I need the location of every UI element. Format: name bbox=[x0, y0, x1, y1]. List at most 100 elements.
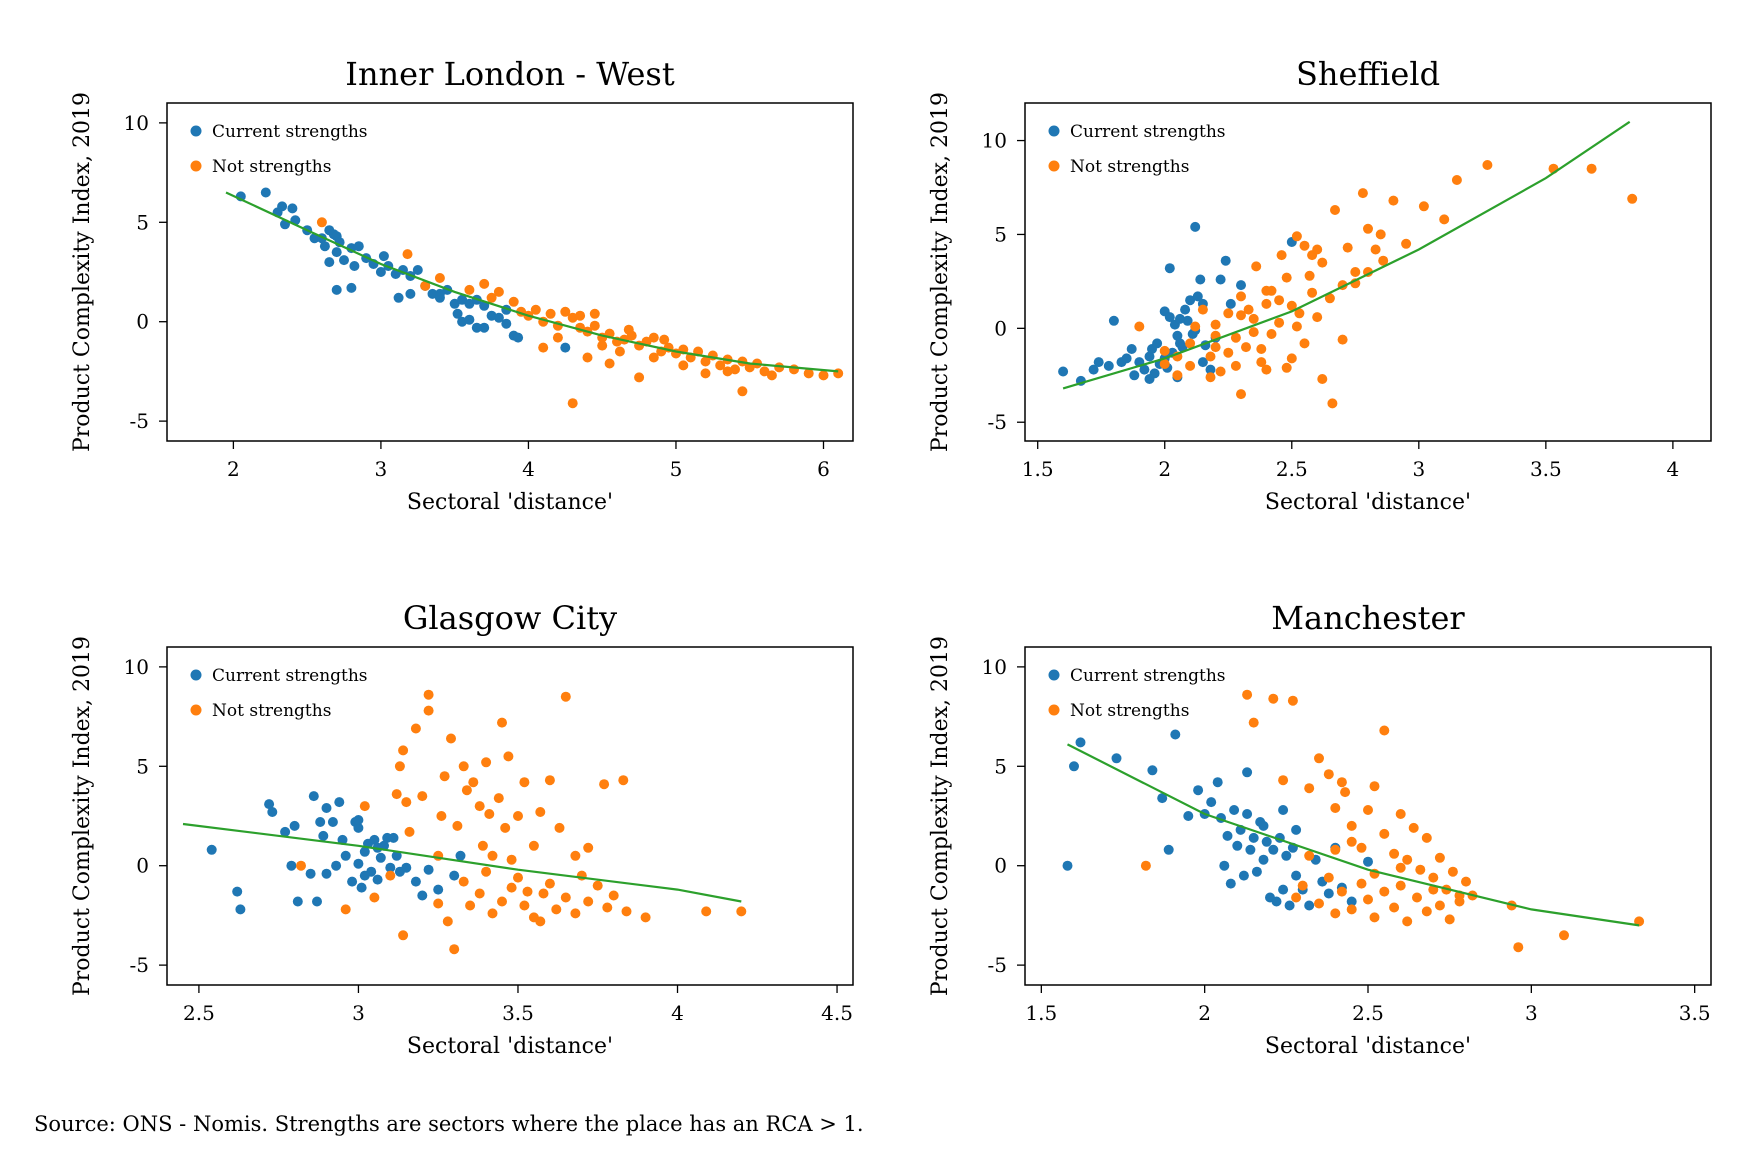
point-not-strength bbox=[481, 866, 492, 877]
point-current-strength bbox=[1121, 353, 1132, 364]
point-current-strength bbox=[391, 850, 402, 861]
point-current-strength bbox=[1088, 364, 1099, 375]
point-not-strength bbox=[789, 364, 799, 375]
point-current-strength bbox=[1215, 274, 1226, 285]
legend-label: Current strengths bbox=[1070, 122, 1226, 142]
point-not-strength bbox=[423, 689, 434, 700]
y-tick-label: -5 bbox=[988, 953, 1007, 977]
point-not-strength bbox=[570, 850, 581, 861]
point-current-strength bbox=[1281, 850, 1292, 861]
point-not-strength bbox=[449, 944, 460, 955]
point-current-strength bbox=[1190, 221, 1201, 232]
point-not-strength bbox=[1395, 809, 1406, 819]
point-not-strength bbox=[1190, 321, 1201, 332]
point-current-strength bbox=[1206, 797, 1217, 808]
point-current-strength bbox=[417, 890, 428, 901]
point-current-strength bbox=[1261, 836, 1272, 847]
point-not-strength bbox=[701, 906, 712, 917]
point-not-strength bbox=[544, 775, 555, 786]
point-not-strength bbox=[1379, 886, 1390, 897]
point-current-strength bbox=[260, 187, 271, 198]
point-current-strength bbox=[334, 797, 345, 808]
point-current-strength bbox=[1219, 860, 1230, 871]
point-current-strength bbox=[267, 807, 278, 817]
point-not-strength bbox=[1185, 338, 1196, 349]
point-not-strength bbox=[1307, 287, 1318, 298]
legend-label: Current strengths bbox=[1070, 666, 1226, 686]
point-not-strength bbox=[1281, 362, 1292, 373]
point-not-strength bbox=[1340, 787, 1351, 798]
point-current-strength bbox=[412, 265, 423, 275]
point-not-strength bbox=[1389, 902, 1400, 913]
point-not-strength bbox=[1236, 291, 1246, 302]
x-tick-label: 3.5 bbox=[1530, 457, 1562, 481]
plot-frame bbox=[1024, 646, 1712, 986]
point-not-strength bbox=[401, 797, 412, 808]
legend-marker bbox=[190, 704, 202, 716]
point-not-strength bbox=[1434, 852, 1445, 863]
point-not-strength bbox=[1337, 334, 1348, 345]
point-current-strength bbox=[1291, 824, 1302, 835]
point-current-strength bbox=[464, 314, 475, 325]
point-current-strength bbox=[1225, 878, 1236, 889]
point-not-strength bbox=[1346, 820, 1357, 831]
point-current-strength bbox=[455, 850, 466, 861]
x-tick-label: 2.5 bbox=[1352, 1001, 1384, 1025]
point-not-strength bbox=[1323, 872, 1334, 883]
point-current-strength bbox=[393, 292, 404, 303]
point-current-strength bbox=[1139, 364, 1150, 375]
x-axis-label: Sectoral 'distance' bbox=[407, 1034, 613, 1059]
point-current-strength bbox=[1278, 805, 1289, 815]
point-current-strength bbox=[1126, 344, 1137, 354]
point-not-strength bbox=[481, 757, 492, 768]
point-current-strength bbox=[1232, 840, 1243, 851]
point-current-strength bbox=[1258, 820, 1269, 831]
point-current-strength bbox=[1093, 357, 1104, 368]
point-current-strength bbox=[501, 318, 512, 329]
point-not-strength bbox=[391, 789, 402, 800]
point-not-strength bbox=[1205, 372, 1216, 383]
point-not-strength bbox=[567, 398, 578, 409]
point-not-strength bbox=[535, 916, 546, 927]
point-current-strength bbox=[353, 241, 364, 252]
point-current-strength bbox=[375, 267, 386, 277]
legend-marker bbox=[190, 669, 202, 681]
y-tick-label: -5 bbox=[130, 409, 149, 433]
point-not-strength bbox=[1346, 904, 1357, 915]
x-axis-label: Sectoral 'distance' bbox=[407, 490, 613, 515]
point-current-strength bbox=[1363, 856, 1373, 867]
point-current-strength bbox=[312, 896, 322, 907]
x-tick-label: 3 bbox=[1525, 1001, 1538, 1025]
point-not-strength bbox=[1402, 854, 1413, 865]
point-not-strength bbox=[506, 882, 517, 893]
point-not-strength bbox=[1461, 876, 1471, 887]
point-not-strength bbox=[1330, 908, 1341, 919]
legend-label: Current strengths bbox=[212, 122, 368, 142]
point-not-strength bbox=[1276, 250, 1287, 261]
legend-label: Not strengths bbox=[212, 157, 331, 177]
point-current-strength bbox=[315, 817, 326, 827]
point-not-strength bbox=[1388, 195, 1399, 206]
point-current-strength bbox=[423, 864, 434, 875]
point-current-strength bbox=[375, 852, 386, 863]
point-current-strength bbox=[1291, 870, 1302, 881]
point-not-strength bbox=[618, 775, 629, 786]
point-current-strength bbox=[277, 201, 288, 212]
point-not-strength bbox=[1451, 175, 1462, 185]
point-current-strength bbox=[1245, 844, 1256, 855]
point-current-strength bbox=[1163, 844, 1174, 855]
point-not-strength bbox=[1412, 892, 1422, 903]
point-not-strength bbox=[484, 809, 495, 819]
point-not-strength bbox=[446, 733, 456, 744]
point-not-strength bbox=[1274, 317, 1285, 328]
point-not-strength bbox=[1312, 312, 1323, 323]
point-not-strength bbox=[503, 751, 514, 762]
point-not-strength bbox=[1444, 914, 1455, 925]
point-not-strength bbox=[316, 217, 327, 228]
point-current-strength bbox=[331, 247, 342, 258]
x-tick-label: 3.5 bbox=[1679, 1001, 1711, 1025]
point-not-strength bbox=[487, 850, 498, 861]
point-not-strength bbox=[597, 340, 608, 351]
point-current-strength bbox=[1268, 844, 1279, 855]
point-current-strength bbox=[1225, 298, 1236, 309]
